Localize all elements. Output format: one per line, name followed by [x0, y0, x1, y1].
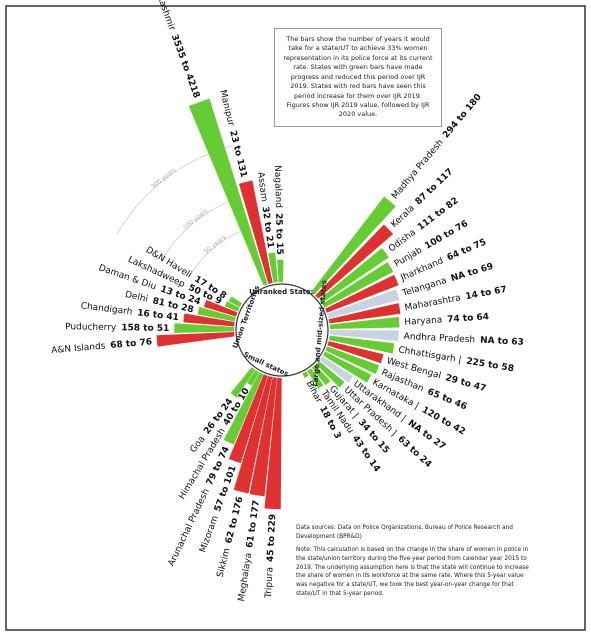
- bar: [311, 364, 331, 386]
- reference-label: 50 years: [203, 234, 228, 256]
- bar-label: Tripura 45 to 229: [263, 514, 277, 600]
- category-name: Puducherry: [65, 322, 117, 333]
- bar: [156, 332, 235, 347]
- value-label: 14 to 67: [465, 284, 508, 301]
- bar: [228, 374, 268, 464]
- inner-circle: [235, 283, 329, 377]
- value-label: 225 to 58: [466, 356, 515, 374]
- value-label: 74 to 64: [447, 312, 489, 325]
- category-name: Haryana: [404, 315, 443, 327]
- bar-label: Haryana 74 to 64: [404, 312, 489, 328]
- bar: [264, 377, 282, 510]
- bar: [329, 316, 400, 329]
- bar: [329, 330, 399, 341]
- bar: [325, 346, 380, 375]
- source-text: Data sources: Data on Police Organizatio…: [296, 525, 513, 540]
- value-label: 158 to 51: [121, 323, 169, 334]
- sources: Data sources: Data on Police Organizatio…: [296, 524, 536, 604]
- value-label: NA to 69: [450, 261, 495, 283]
- value-label: 62 to 176: [224, 496, 245, 545]
- category-name: Mizoram: [198, 514, 220, 554]
- bar: [325, 274, 399, 313]
- value-label: 61 to 177: [245, 500, 262, 549]
- bar: [328, 335, 395, 354]
- bar: [327, 289, 400, 319]
- category-name: Jammu & Kashmir: [140, 0, 177, 32]
- reference-label: 100 years: [182, 207, 210, 231]
- category-name: Nagaland: [272, 165, 283, 208]
- note-box: The bars show the number of years it wou…: [274, 28, 442, 127]
- value-label: 25 to 15: [274, 213, 285, 255]
- category-name: Tripura: [263, 567, 275, 599]
- category-name: Andhra Pradesh: [403, 331, 475, 344]
- category-name: Chandigarh: [80, 301, 133, 317]
- bar: [203, 300, 238, 317]
- bar: [322, 351, 372, 383]
- bar-label: Andhra Pradesh NA to 63: [403, 331, 524, 347]
- category-name: Delhi: [124, 289, 149, 304]
- bar: [315, 224, 394, 299]
- frame-border: [5, 5, 586, 631]
- bar: [327, 341, 384, 364]
- category-name: Manipur: [218, 89, 237, 127]
- reference-label: 300 years: [150, 166, 178, 190]
- bar: [183, 313, 235, 327]
- bar: [188, 98, 268, 286]
- category-name: Sikkim: [215, 547, 232, 578]
- bar: [302, 371, 309, 378]
- bar: [233, 375, 273, 494]
- value-label: 294 to 180: [441, 92, 484, 140]
- bar: [249, 377, 277, 497]
- bar: [319, 356, 353, 383]
- category-name: Madhya Pradesh: [390, 137, 446, 201]
- bar: [307, 368, 324, 389]
- bar: [246, 369, 260, 386]
- bar-label: Puducherry 158 to 51: [65, 322, 169, 334]
- bar: [228, 296, 243, 308]
- bar: [197, 306, 236, 322]
- bar-label: Jammu & Kashmir3535 to 4218: [140, 0, 202, 99]
- category-name: A&N Islands: [51, 341, 106, 356]
- value-label: 64 to 75: [445, 237, 487, 263]
- group-label: Unranked States: [249, 288, 315, 296]
- value-label: 45 to 229: [265, 514, 278, 563]
- bar: [224, 301, 240, 312]
- bar: [223, 372, 264, 445]
- bar: [174, 323, 235, 334]
- value-label: NA to 63: [480, 335, 524, 347]
- category-name: Arunachal Pradesh: [166, 487, 211, 568]
- bar: [322, 261, 394, 308]
- bar: [277, 259, 284, 283]
- bar: [230, 367, 256, 398]
- bar: [319, 248, 389, 304]
- footnote: Note: This calculation is based on the c…: [296, 547, 529, 597]
- value-label: 29 to 47: [444, 373, 487, 394]
- bar: [315, 360, 345, 388]
- category-name: Assam: [255, 171, 269, 202]
- value-label: 3535 to 4218: [169, 33, 201, 99]
- bar: [268, 252, 278, 283]
- bar-label: A&N Islands 68 to 76: [51, 337, 153, 356]
- bar: [328, 303, 401, 324]
- bar: [238, 180, 273, 284]
- bar-label: Nagaland 25 to 15: [272, 165, 284, 255]
- category-name: Meghalaya: [237, 552, 254, 602]
- value-label: 68 to 76: [110, 337, 153, 351]
- bar: [311, 196, 396, 295]
